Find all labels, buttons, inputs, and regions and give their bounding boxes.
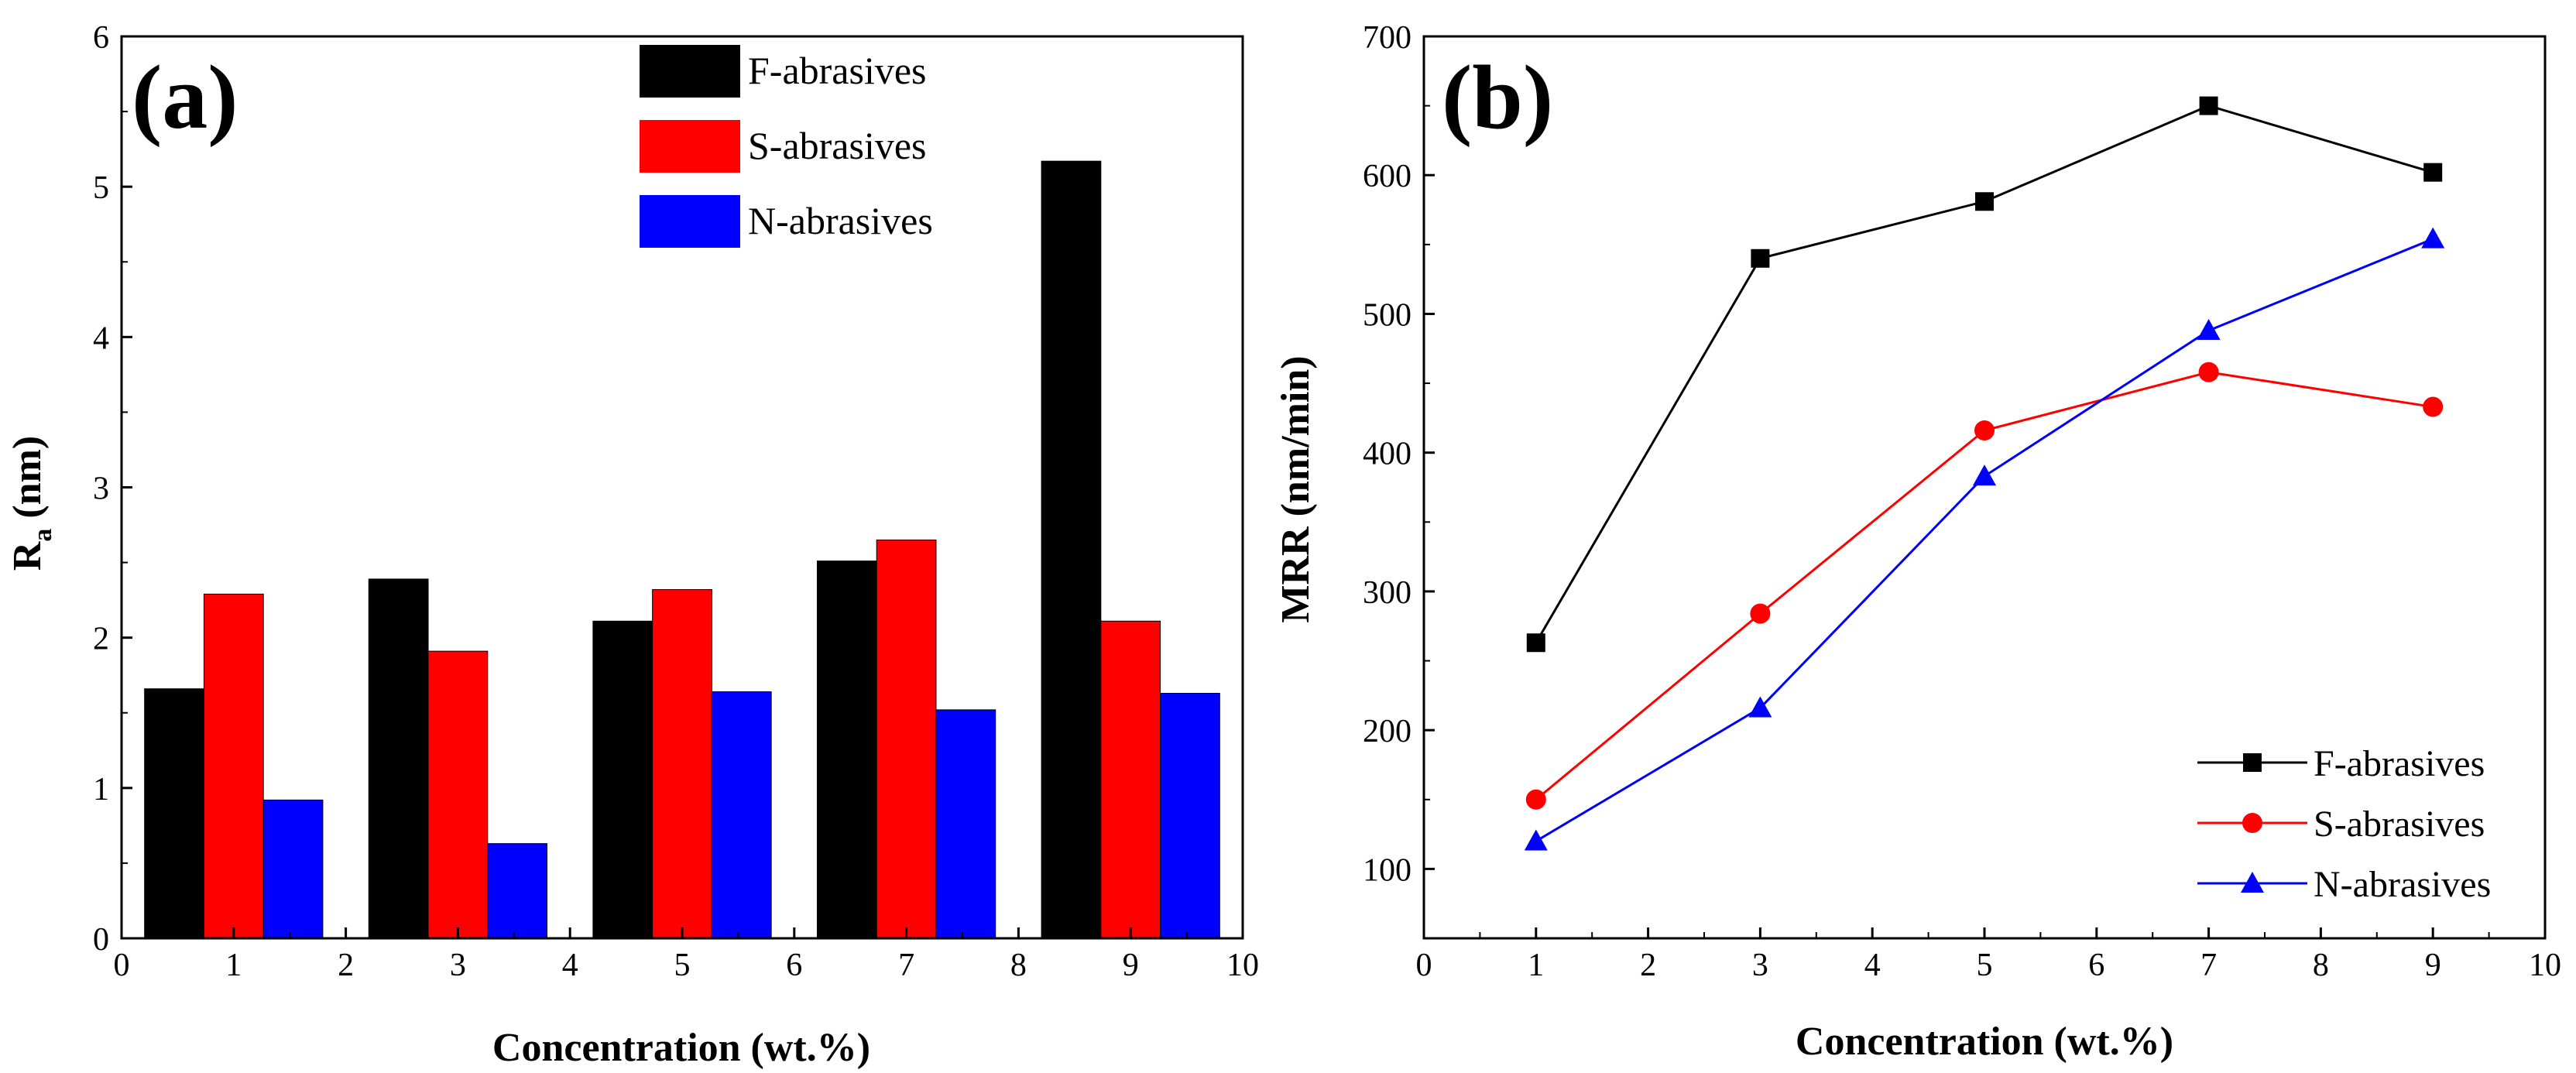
panel-b-xtick-label: 4: [1864, 948, 1881, 983]
legend-marker-f-abrasives: [2243, 753, 2262, 772]
point-f-abrasives: [1975, 192, 1994, 211]
point-s-abrasives: [1525, 789, 1546, 810]
panel-b-ytick-label: 700: [1363, 20, 1411, 56]
legend-label-n-abrasives: N-abrasives: [748, 199, 933, 242]
bar-s-abrasives: [876, 539, 937, 939]
panel-b-xtick-label: 6: [2088, 948, 2104, 983]
panel-b-xtick-label: 2: [1640, 948, 1656, 983]
bar-n-abrasives: [262, 799, 324, 939]
point-s-abrasives: [1750, 603, 1771, 624]
legend-marker-s-abrasives: [2242, 813, 2262, 833]
panel-b-ylabel: MRR (nm/min): [1274, 355, 1318, 622]
panel-b-label: (b): [1442, 46, 1553, 148]
panel-b-xlabel: Concentration (wt.%): [1796, 1020, 2173, 1064]
legend-marker-n-abrasives: [2241, 872, 2264, 893]
panel-b-xtick-label: 5: [1977, 948, 1993, 983]
panel-b-ytick-label: 300: [1363, 575, 1411, 611]
panel-b-ytick-label: 400: [1363, 437, 1411, 472]
panel-a-ytick-label: 0: [93, 922, 109, 958]
point-f-abrasives: [1751, 249, 1770, 268]
bar-f-abrasives: [144, 688, 204, 939]
panel-a-xtick-label: 3: [450, 948, 466, 983]
panel-b-ytick-label: 200: [1363, 714, 1411, 749]
legend-label-f-abrasives: F-abrasives: [2314, 743, 2485, 784]
point-n-abrasives: [1973, 465, 1996, 486]
panel-a-bars: [144, 160, 1220, 939]
panel-b-xtick-label: 0: [1416, 948, 1432, 983]
panel-a-xtick-label: 0: [114, 948, 130, 983]
legend-label-s-abrasives: S-abrasives: [2314, 804, 2485, 845]
panel-b-xtick-label: 7: [2200, 948, 2217, 983]
panel-a-ytick-label: 5: [93, 170, 109, 206]
point-n-abrasives: [1524, 829, 1548, 851]
bar-s-abrasives: [427, 650, 489, 939]
panel-a-xtick-label: 6: [786, 948, 802, 983]
point-f-abrasives: [1526, 633, 1545, 653]
panel-a-xtick-label: 9: [1123, 948, 1139, 983]
panel-b-plot: 0 1 2 3 4 5 6 7 8 9 10 100 200 300 400 500 600 700 F-abras…: [1363, 20, 2561, 983]
legend-swatch-s-abrasives: [640, 120, 740, 173]
bar-s-abrasives: [203, 593, 264, 939]
panel-a-ytick-label: 3: [93, 471, 109, 507]
panel-a-ylabel-main: R: [5, 540, 50, 571]
bar-f-abrasives: [592, 620, 653, 939]
panel-a-xtick-label: 2: [338, 948, 354, 983]
panel-a-ylabel-unit: (nm): [5, 436, 50, 529]
bar-s-abrasives: [652, 589, 712, 939]
panel-a-xtick-label: 10: [1226, 948, 1259, 983]
panel-a-plot: 0 1 2 3 4 5 6 7 8 9 10 0 1 2 3 4 5 6 F-abrasives S-abrasive…: [93, 20, 1259, 983]
panel-b-ytick-label: 600: [1363, 159, 1411, 194]
panel-a-ylabel: Ra (nm): [5, 436, 57, 571]
point-s-abrasives: [1974, 420, 1995, 441]
panel-a-ylabel-sub: a: [29, 529, 57, 542]
bar-n-abrasives: [487, 843, 548, 939]
panel-a-legend: F-abrasives S-abrasives N-abrasives: [640, 45, 933, 248]
panel-a-ytick-label: 1: [93, 772, 109, 807]
panel-b-xtick-label: 8: [2313, 948, 2329, 983]
panel-a-ytick-label: 6: [93, 20, 109, 56]
panel-a-xtick-label: 4: [562, 948, 578, 983]
panel-a-xtick-label: 5: [674, 948, 691, 983]
bar-n-abrasives: [711, 691, 772, 939]
bar-f-abrasives: [816, 560, 877, 939]
point-s-abrasives: [2198, 362, 2219, 382]
panel-a-xtick-label: 7: [898, 948, 914, 983]
panel-b-xtick-label: 1: [1528, 948, 1544, 983]
bar-s-abrasives: [1100, 620, 1161, 939]
bar-f-abrasives: [1041, 160, 1102, 939]
legend-swatch-n-abrasives: [640, 195, 740, 248]
point-s-abrasives: [2423, 396, 2444, 417]
panel-a-xtick-label: 1: [225, 948, 242, 983]
panel-a-xtick-label: 8: [1010, 948, 1027, 983]
point-f-abrasives: [2199, 96, 2218, 115]
point-n-abrasives: [2197, 318, 2221, 340]
panel-b-ytick-label: 500: [1363, 297, 1411, 333]
point-f-abrasives: [2423, 163, 2443, 182]
bar-f-abrasives: [368, 578, 429, 939]
bar-n-abrasives: [1160, 693, 1220, 939]
legend-label-f-abrasives: F-abrasives: [748, 49, 927, 92]
legend-label-s-abrasives: S-abrasives: [748, 124, 927, 167]
panel-b-xtick-label: 3: [1752, 948, 1768, 983]
panel-b-xtick-label: 9: [2425, 948, 2441, 983]
legend-swatch-f-abrasives: [640, 45, 740, 98]
point-n-abrasives: [2421, 227, 2445, 249]
point-n-abrasives: [1748, 696, 1772, 718]
panel-b-xtick-label: 10: [2529, 948, 2561, 983]
panel-a-label: (a): [132, 46, 238, 148]
panel-a-ytick-label: 4: [93, 321, 109, 356]
bar-n-abrasives: [935, 709, 996, 939]
legend-label-n-abrasives: N-abrasives: [2314, 864, 2491, 905]
panel-a-ytick-label: 2: [93, 622, 109, 657]
panel-b-ytick-label: 100: [1363, 852, 1411, 888]
panel-b-legend: F-abrasives S-abrasives N-abrasives: [2197, 743, 2491, 905]
panel-a-xlabel: Concentration (wt.%): [492, 1026, 870, 1070]
